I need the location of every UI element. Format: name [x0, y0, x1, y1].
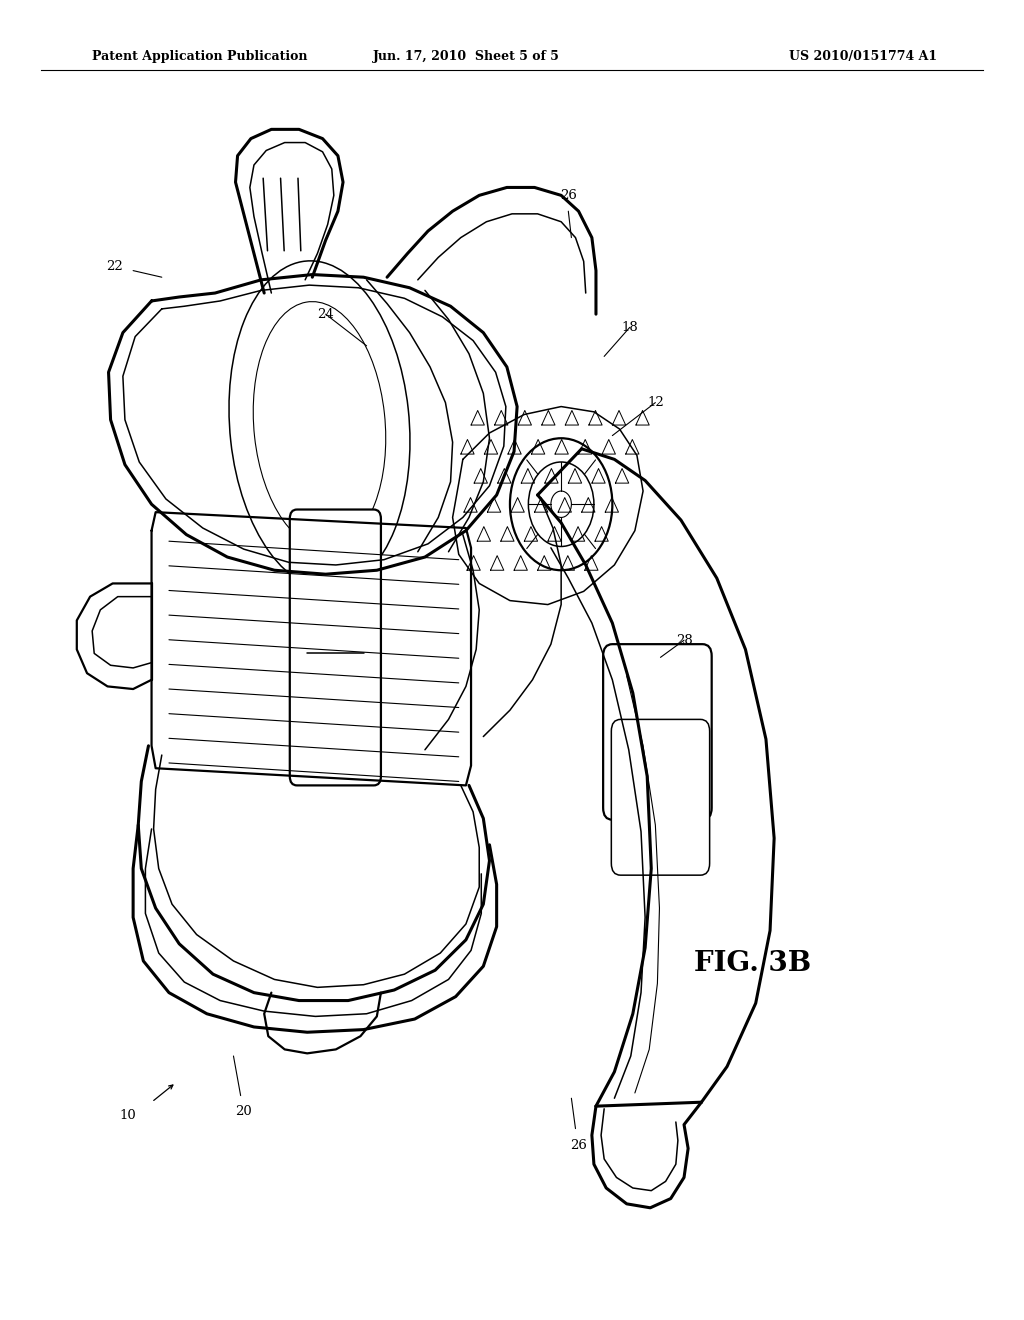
Text: Jun. 17, 2010  Sheet 5 of 5: Jun. 17, 2010 Sheet 5 of 5	[373, 50, 559, 63]
Text: FIG. 3B: FIG. 3B	[694, 950, 811, 977]
Text: 18: 18	[622, 321, 638, 334]
Text: Patent Application Publication: Patent Application Publication	[92, 50, 307, 63]
Text: US 2010/0151774 A1: US 2010/0151774 A1	[788, 50, 937, 63]
Text: 22: 22	[106, 260, 123, 273]
Text: 28: 28	[676, 634, 692, 647]
Text: 26: 26	[570, 1139, 587, 1152]
Text: 20: 20	[236, 1105, 252, 1118]
Text: 24: 24	[317, 308, 334, 321]
FancyBboxPatch shape	[603, 644, 712, 820]
Text: 12: 12	[647, 396, 664, 409]
FancyBboxPatch shape	[611, 719, 710, 875]
FancyBboxPatch shape	[290, 510, 381, 785]
Text: 10: 10	[120, 1109, 136, 1122]
Text: 26: 26	[560, 189, 577, 202]
